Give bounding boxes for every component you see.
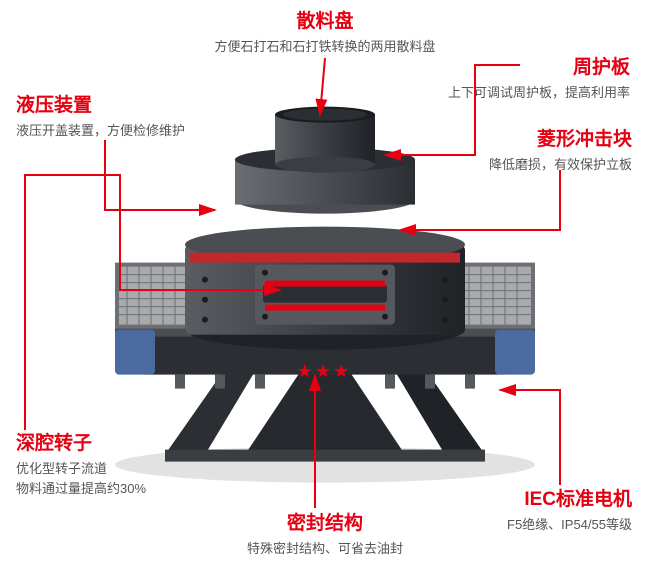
label-guard_plate: 周护板上下可调试周护板，提高利用率 <box>448 56 630 103</box>
label-desc: 特殊密封结构、可省去油封 <box>247 539 403 560</box>
label-desc: F5绝缘、IP54/55等级 <box>507 515 632 536</box>
label-title: 周护板 <box>448 56 630 81</box>
label-desc: 方便石打石和石打铁转换的两用散料盘 <box>214 37 435 58</box>
label-scatter_plate: 散料盘方便石打石和石打铁转换的两用散料盘 <box>214 10 435 57</box>
svg-text:★★★: ★★★ <box>297 364 352 381</box>
label-desc: 上下可调试周护板，提高利用率 <box>448 83 630 104</box>
label-seal: 密封结构特殊密封结构、可省去油封 <box>247 512 403 559</box>
label-title: 散料盘 <box>214 10 435 35</box>
label-title: 密封结构 <box>247 512 403 537</box>
label-iec_motor: IEC标准电机F5绝缘、IP54/55等级 <box>507 488 632 535</box>
label-title: IEC标准电机 <box>507 488 632 513</box>
machine-illustration: ★★★ <box>105 105 545 485</box>
